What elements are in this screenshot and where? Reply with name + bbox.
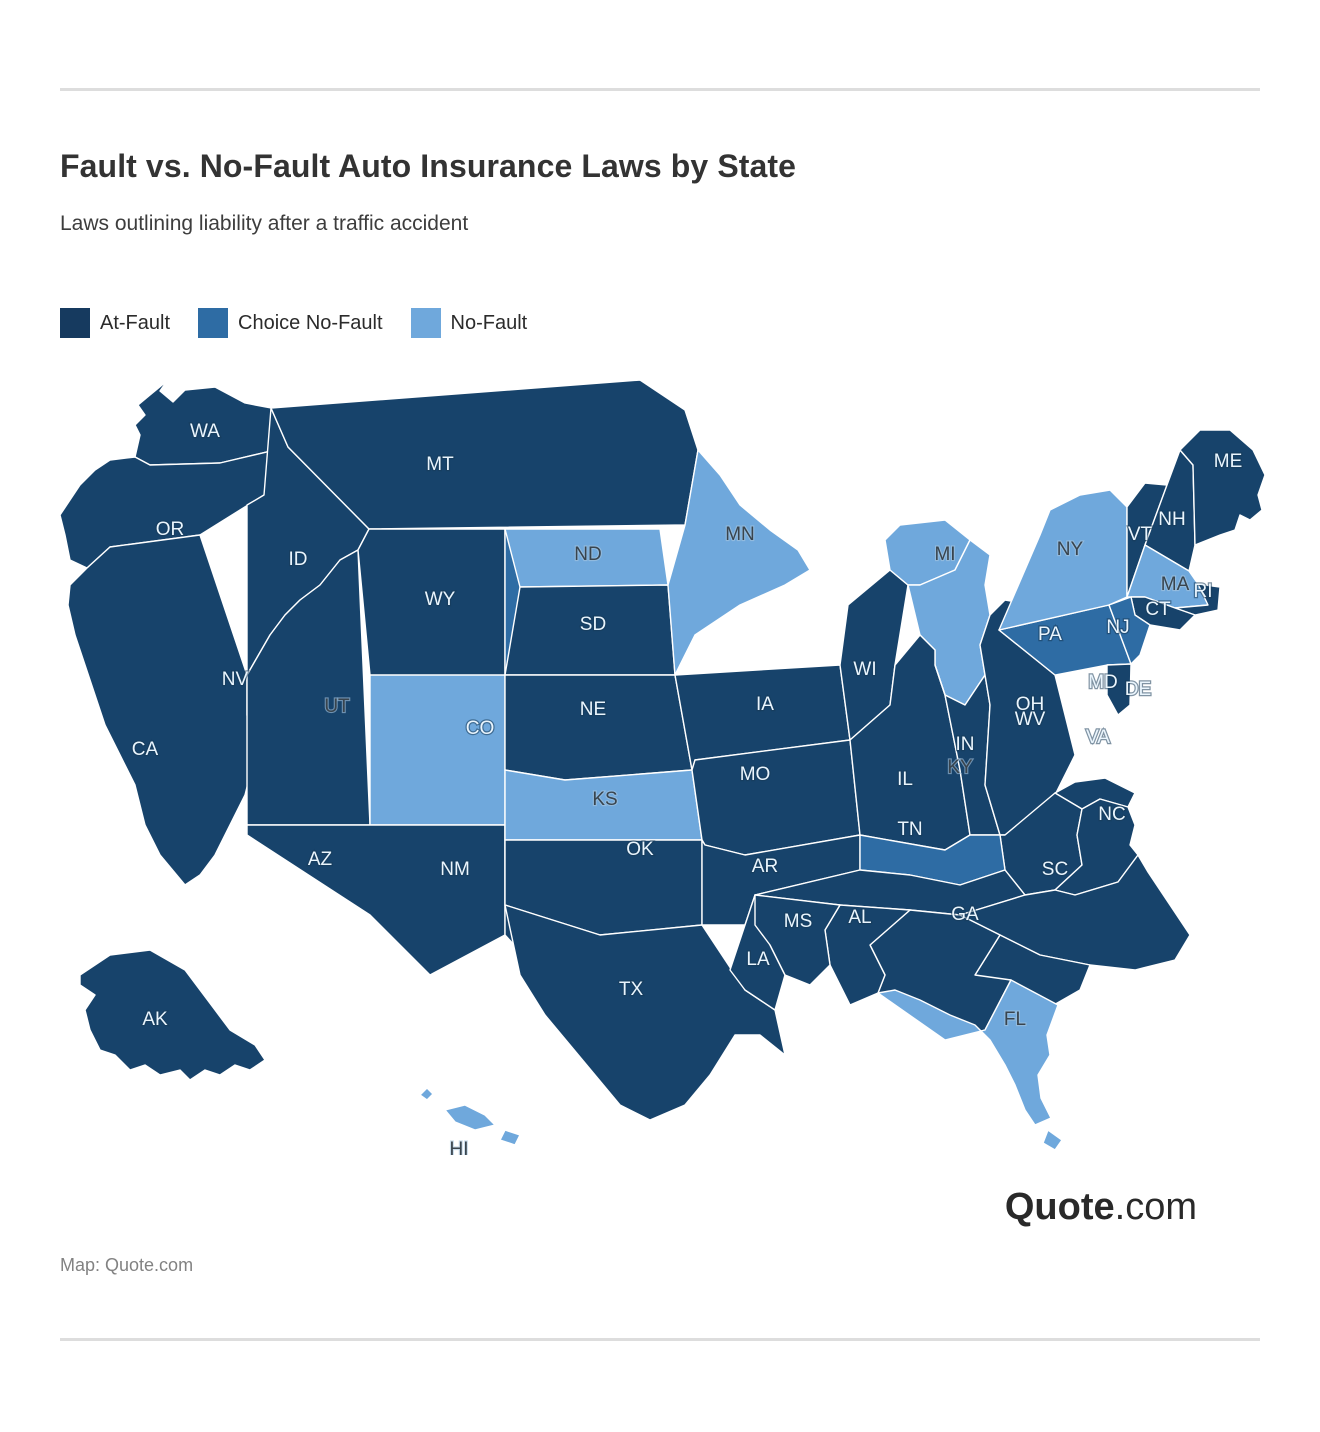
svg-text:MT: MT [426,454,454,475]
svg-text:SC: SC [1042,859,1068,880]
svg-text:NV: NV [222,669,249,690]
svg-text:IN: IN [956,734,975,755]
svg-text:NJ: NJ [1106,617,1129,638]
svg-text:MN: MN [725,524,755,545]
svg-text:WA: WA [190,421,220,442]
svg-text:FL: FL [1004,1009,1026,1030]
svg-text:CT: CT [1145,599,1171,620]
svg-text:KY: KY [947,757,973,778]
svg-text:PA: PA [1038,624,1062,645]
svg-text:AL: AL [848,907,871,928]
svg-text:WY: WY [425,589,456,610]
svg-text:OK: OK [626,839,654,860]
svg-text:MI: MI [934,544,955,565]
svg-text:ND: ND [574,544,601,565]
svg-text:KS: KS [592,789,617,810]
svg-text:NC: NC [1098,804,1125,825]
svg-text:OR: OR [156,519,185,540]
svg-text:CA: CA [132,739,159,760]
svg-text:AZ: AZ [308,849,333,870]
svg-text:RI: RI [1194,581,1213,602]
svg-text:VT: VT [1128,524,1153,545]
svg-text:NY: NY [1057,539,1084,560]
svg-text:NH: NH [1158,509,1185,530]
svg-text:WI: WI [853,659,876,680]
svg-text:MO: MO [740,764,771,785]
svg-text:CO: CO [466,718,495,739]
svg-text:DE: DE [1125,679,1151,700]
svg-text:WV: WV [1015,709,1046,730]
svg-text:IA: IA [756,694,774,715]
svg-text:TN: TN [897,819,922,840]
svg-text:ME: ME [1214,451,1243,472]
svg-text:NM: NM [440,859,470,880]
svg-text:MA: MA [1161,574,1190,595]
svg-text:ID: ID [289,549,308,570]
svg-text:IL: IL [897,769,913,790]
svg-text:HI: HI [450,1139,469,1155]
svg-text:TX: TX [619,979,644,1000]
svg-text:VA: VA [1086,727,1110,748]
svg-text:SD: SD [580,614,606,635]
svg-text:AR: AR [752,856,778,877]
svg-text:MD: MD [1088,672,1118,693]
svg-text:GA: GA [951,904,979,925]
svg-text:NE: NE [580,699,606,720]
svg-text:LA: LA [746,949,770,970]
svg-text:UT: UT [324,696,350,717]
svg-text:MS: MS [784,911,813,932]
svg-text:AK: AK [142,1009,168,1030]
